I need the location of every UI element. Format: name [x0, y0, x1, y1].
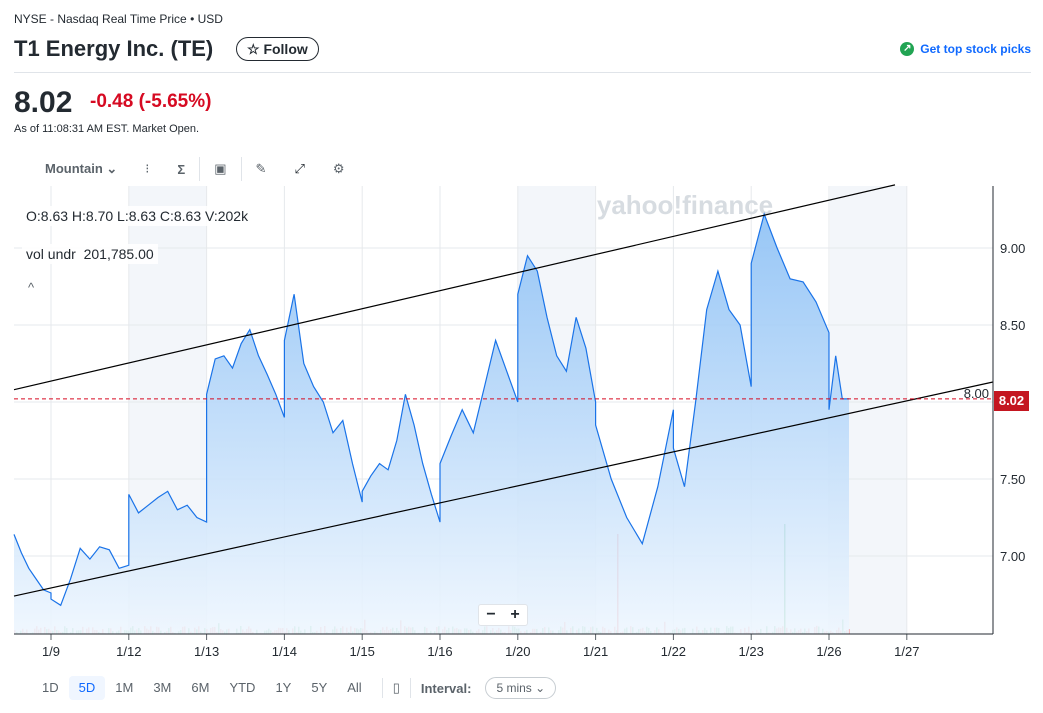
- range-all[interactable]: All: [347, 680, 362, 695]
- divider: [409, 678, 411, 698]
- calendar-icon[interactable]: ▯: [392, 680, 400, 695]
- exchange-label: NYSE - Nasdaq Real Time Price • USD: [14, 12, 223, 26]
- zoom-in-button[interactable]: +: [510, 606, 520, 623]
- range-1m[interactable]: 1M: [115, 680, 134, 695]
- range-ytd[interactable]: YTD: [229, 680, 256, 695]
- divider: [199, 157, 201, 181]
- y-tick-label: 8.00: [964, 386, 989, 401]
- range-3m[interactable]: 3M: [153, 680, 172, 695]
- x-tick-label: 1/26: [816, 644, 841, 659]
- price-line: [13, 212, 849, 607]
- x-tick-label: 1/22: [661, 644, 686, 659]
- zoom-controls: − +: [478, 604, 528, 626]
- range-selector: 1D 5D 1M 3M 6M YTD 1Y 5Y All ▯ Interval:…: [32, 676, 557, 700]
- upper-trendline: [13, 184, 896, 391]
- expand-icon[interactable]: ⤢: [294, 161, 305, 176]
- follow-button[interactable]: ☆ Follow: [236, 37, 319, 61]
- x-tick-label: 1/12: [116, 644, 141, 659]
- x-tick-label: 1/14: [272, 644, 297, 659]
- arrow-icon: ↗: [900, 42, 915, 56]
- interval-dropdown[interactable]: 5 mins ⌄: [485, 677, 557, 699]
- change-value: -0.48: [90, 91, 134, 112]
- compare-icon[interactable]: ⁝: [145, 161, 150, 176]
- range-1d[interactable]: 1D: [42, 680, 59, 695]
- x-tick-label: 1/20: [505, 644, 530, 659]
- divider: [381, 678, 383, 698]
- range-5d[interactable]: 5D: [68, 676, 106, 700]
- indicators-icon[interactable]: Σ: [177, 161, 186, 177]
- top-picks-link[interactable]: ↗ Get top stock picks: [900, 42, 1031, 56]
- divider: [14, 72, 1031, 73]
- price-change: -0.48 (-5.65%): [90, 91, 211, 113]
- x-tick-label: 1/15: [350, 644, 375, 659]
- range-5y[interactable]: 5Y: [311, 680, 328, 695]
- ohlc-legend: O:8.63 H:8.70 L:8.63 C:8.63 V:202k: [22, 206, 253, 226]
- interval-label: Interval:: [420, 680, 472, 696]
- x-tick-label: 1/27: [894, 644, 919, 659]
- page-title: T1 Energy Inc. (TE): [14, 36, 214, 61]
- range-6m[interactable]: 6M: [191, 680, 210, 695]
- y-tick-label: 9.00: [1000, 241, 1025, 256]
- chart-type-dropdown[interactable]: Mountain ⌄: [45, 161, 118, 176]
- x-tick-label: 1/13: [194, 644, 219, 659]
- volume-legend: vol undr 201,785.00: [22, 244, 158, 264]
- current-price: 8.02: [14, 86, 73, 119]
- collapse-legend-icon[interactable]: ^: [28, 280, 35, 295]
- x-tick-label: 1/21: [583, 644, 608, 659]
- zoom-out-button[interactable]: −: [486, 606, 496, 623]
- lower-trendline: [13, 381, 994, 597]
- yahoo-finance-watermark: yahoo!finance: [597, 190, 773, 220]
- events-icon[interactable]: ▣: [214, 161, 227, 176]
- y-tick-label: 8.50: [1000, 318, 1025, 333]
- chart-toolbar: Mountain ⌄ ⁝ Σ ▣ ✎ ⤢ ⚙: [45, 157, 373, 181]
- top-picks-label: Get top stock picks: [920, 42, 1031, 56]
- x-tick-label: 1/16: [427, 644, 452, 659]
- price-chart[interactable]: yahoo!finance 9.00 8.50 8.00 7.50 7.00 1/9 1/1…: [0, 184, 1043, 664]
- y-tick-label: 7.50: [1000, 472, 1025, 487]
- y-tick-label: 7.00: [1000, 549, 1025, 564]
- divider: [240, 157, 242, 181]
- range-1y[interactable]: 1Y: [275, 680, 292, 695]
- as-of-timestamp: As of 11:08:31 AM EST. Market Open.: [14, 123, 200, 135]
- price-area: [14, 214, 849, 634]
- volume-label: vol undr: [26, 246, 76, 262]
- draw-icon[interactable]: ✎: [255, 161, 267, 176]
- last-price-label: 8.02: [994, 391, 1029, 411]
- x-tick-label: 1/9: [42, 644, 60, 659]
- volume-value: 201,785.00: [83, 246, 154, 262]
- settings-icon[interactable]: ⚙: [332, 161, 345, 176]
- x-tick-label: 1/23: [739, 644, 764, 659]
- change-percent: (-5.65%): [138, 91, 212, 112]
